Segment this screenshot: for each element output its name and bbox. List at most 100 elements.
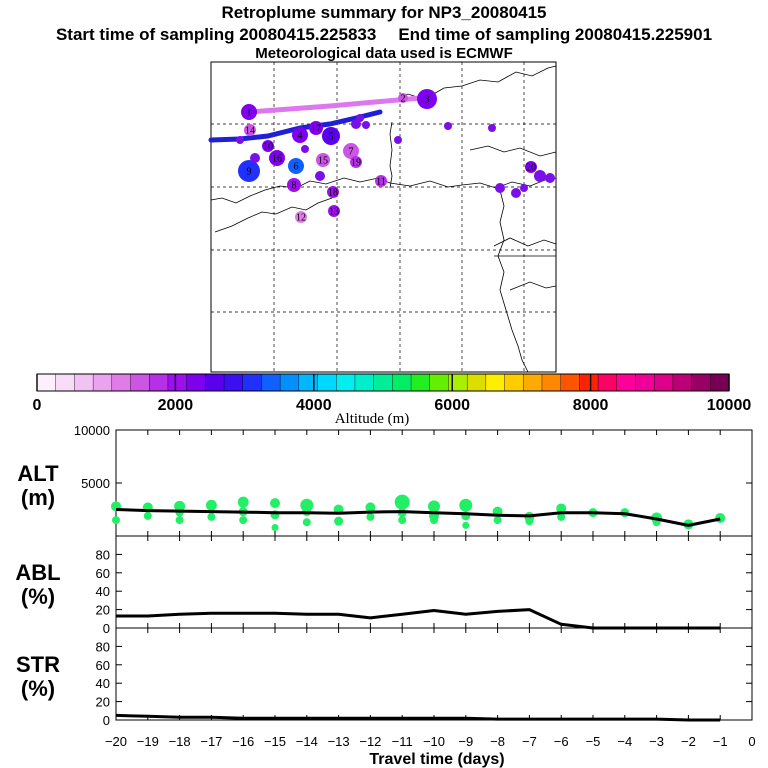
scatter-point — [398, 516, 407, 525]
map-marker — [262, 140, 274, 152]
colorbar-cell — [242, 373, 263, 392]
map-trajectory-dot — [394, 136, 402, 144]
colorbar-cell — [616, 373, 637, 392]
map-marker-label: 11 — [376, 177, 386, 188]
colorbar-cell — [466, 373, 487, 392]
colorbar-cell — [429, 373, 450, 392]
map-trajectory-dot — [236, 136, 244, 144]
map-marker — [398, 93, 408, 103]
panel-unit-label: (m) — [21, 485, 55, 510]
colorbar-tick-label: 6000 — [434, 397, 470, 414]
panel-label: ALT — [17, 461, 59, 486]
panel-unit-label: (%) — [21, 584, 55, 609]
map-trajectory-dot — [444, 122, 452, 130]
map-marker — [309, 121, 323, 135]
map-trajectory-dot — [495, 183, 505, 193]
panel-abl: 80 60 40 20 0 ABL(%) — [15, 535, 753, 636]
met-data-text: Meteorological data used is ECMWF — [255, 45, 513, 62]
map-marker — [269, 150, 285, 166]
map-marker — [287, 178, 301, 192]
colorbar-cell — [36, 373, 57, 392]
colorbar-cell — [298, 373, 319, 392]
map-marker-label: 13 — [329, 207, 339, 218]
scatter-point — [557, 512, 566, 521]
scatter-point — [366, 512, 375, 521]
colorbar-cell — [130, 373, 150, 392]
map-marker — [343, 143, 359, 159]
map-trajectory-dot — [534, 170, 546, 182]
y-tick-label: 40 — [96, 584, 110, 599]
scatter-point — [112, 516, 120, 525]
time-series-panels: 100005000ALT(m)806040200ABL(%)806040200S… — [15, 423, 755, 749]
panel-label: ABL — [15, 560, 60, 585]
x-tick-label: −12 — [359, 734, 381, 749]
x-axis-label: Travel time (days) — [369, 751, 504, 768]
map-marker-label: 2 — [401, 94, 406, 105]
scatter-point — [462, 521, 470, 529]
map-marker — [292, 127, 308, 143]
scatter-point — [334, 516, 344, 526]
map-marker-label: 7 — [349, 147, 354, 158]
map-marker-label: 18 — [328, 188, 338, 199]
map-marker — [238, 160, 260, 182]
scatter-point — [239, 516, 248, 525]
series-line — [116, 608, 721, 630]
y-tick-label: 60 — [96, 566, 110, 581]
colorbar-cell — [672, 373, 693, 392]
colorbar-cells — [36, 373, 730, 392]
end-time-text: End time of sampling 20080415.225901 — [398, 25, 713, 44]
y-tick-label: 80 — [96, 639, 110, 654]
colorbar-cell — [373, 373, 393, 392]
y-tick-label: 80 — [96, 547, 110, 562]
colorbar-cell — [579, 373, 599, 392]
y-tick-label: 40 — [96, 676, 110, 691]
scatter-point — [237, 496, 249, 508]
y-tick-label: 20 — [96, 603, 110, 618]
sampling-times: Start time of sampling 20080415.225833 En… — [0, 25, 768, 45]
colorbar-cell — [336, 373, 356, 392]
y-tick-label: 0 — [103, 621, 110, 636]
x-tick-label: −8 — [490, 734, 505, 749]
colorbar-title: Altitude (m) — [335, 411, 410, 427]
scatter-point — [556, 503, 567, 514]
scatter-point — [394, 494, 410, 510]
map-marker — [288, 158, 304, 174]
map-marker-label: 5 — [329, 132, 334, 143]
colorbar-tick-label: 4000 — [296, 397, 332, 414]
map-marker — [525, 161, 537, 173]
colorbar-cell — [261, 373, 281, 392]
panel-unit-label: (%) — [21, 676, 55, 701]
x-tick-label: −10 — [423, 734, 445, 749]
scatter-point — [143, 511, 152, 520]
colorbar-cell — [223, 373, 244, 392]
y-tick-label: 10000 — [74, 423, 110, 438]
track-upper — [246, 95, 423, 115]
scatter-point — [428, 500, 440, 513]
map-marker-label: 10 — [263, 142, 273, 153]
x-tick-label: −20 — [105, 734, 127, 749]
colorbar-cell — [354, 373, 375, 392]
colorbar-cell — [279, 373, 300, 392]
colorbar-cell — [74, 373, 94, 392]
map-trajectory-dot — [545, 173, 555, 183]
map-graticule — [211, 62, 556, 372]
map-marker — [244, 124, 256, 136]
map-marker-label: 1 — [247, 108, 252, 119]
map-marker — [241, 104, 257, 120]
panel-alt: 10000 5000 ALT(m) — [17, 423, 753, 537]
map-trajectory-dot — [315, 171, 325, 181]
map-marker-label: 3 — [425, 95, 430, 106]
x-tick-label: −7 — [522, 734, 537, 749]
colorbar-cell — [317, 373, 337, 392]
scatter-point — [174, 500, 186, 512]
x-tick-label: −14 — [296, 734, 318, 749]
chart-title: Retroplume summary for NP3_20080415 — [221, 3, 547, 22]
scatter-point — [271, 524, 279, 532]
map-marker-label: 8 — [292, 181, 297, 192]
x-tick-label: −15 — [264, 734, 286, 749]
x-tick-label: −4 — [617, 734, 632, 749]
map-marker-label: 14 — [245, 126, 255, 137]
colorbar-ticks: 0 2000 4000 6000 8000 10000 — [33, 374, 751, 414]
map-trajectory-dot — [356, 114, 364, 122]
